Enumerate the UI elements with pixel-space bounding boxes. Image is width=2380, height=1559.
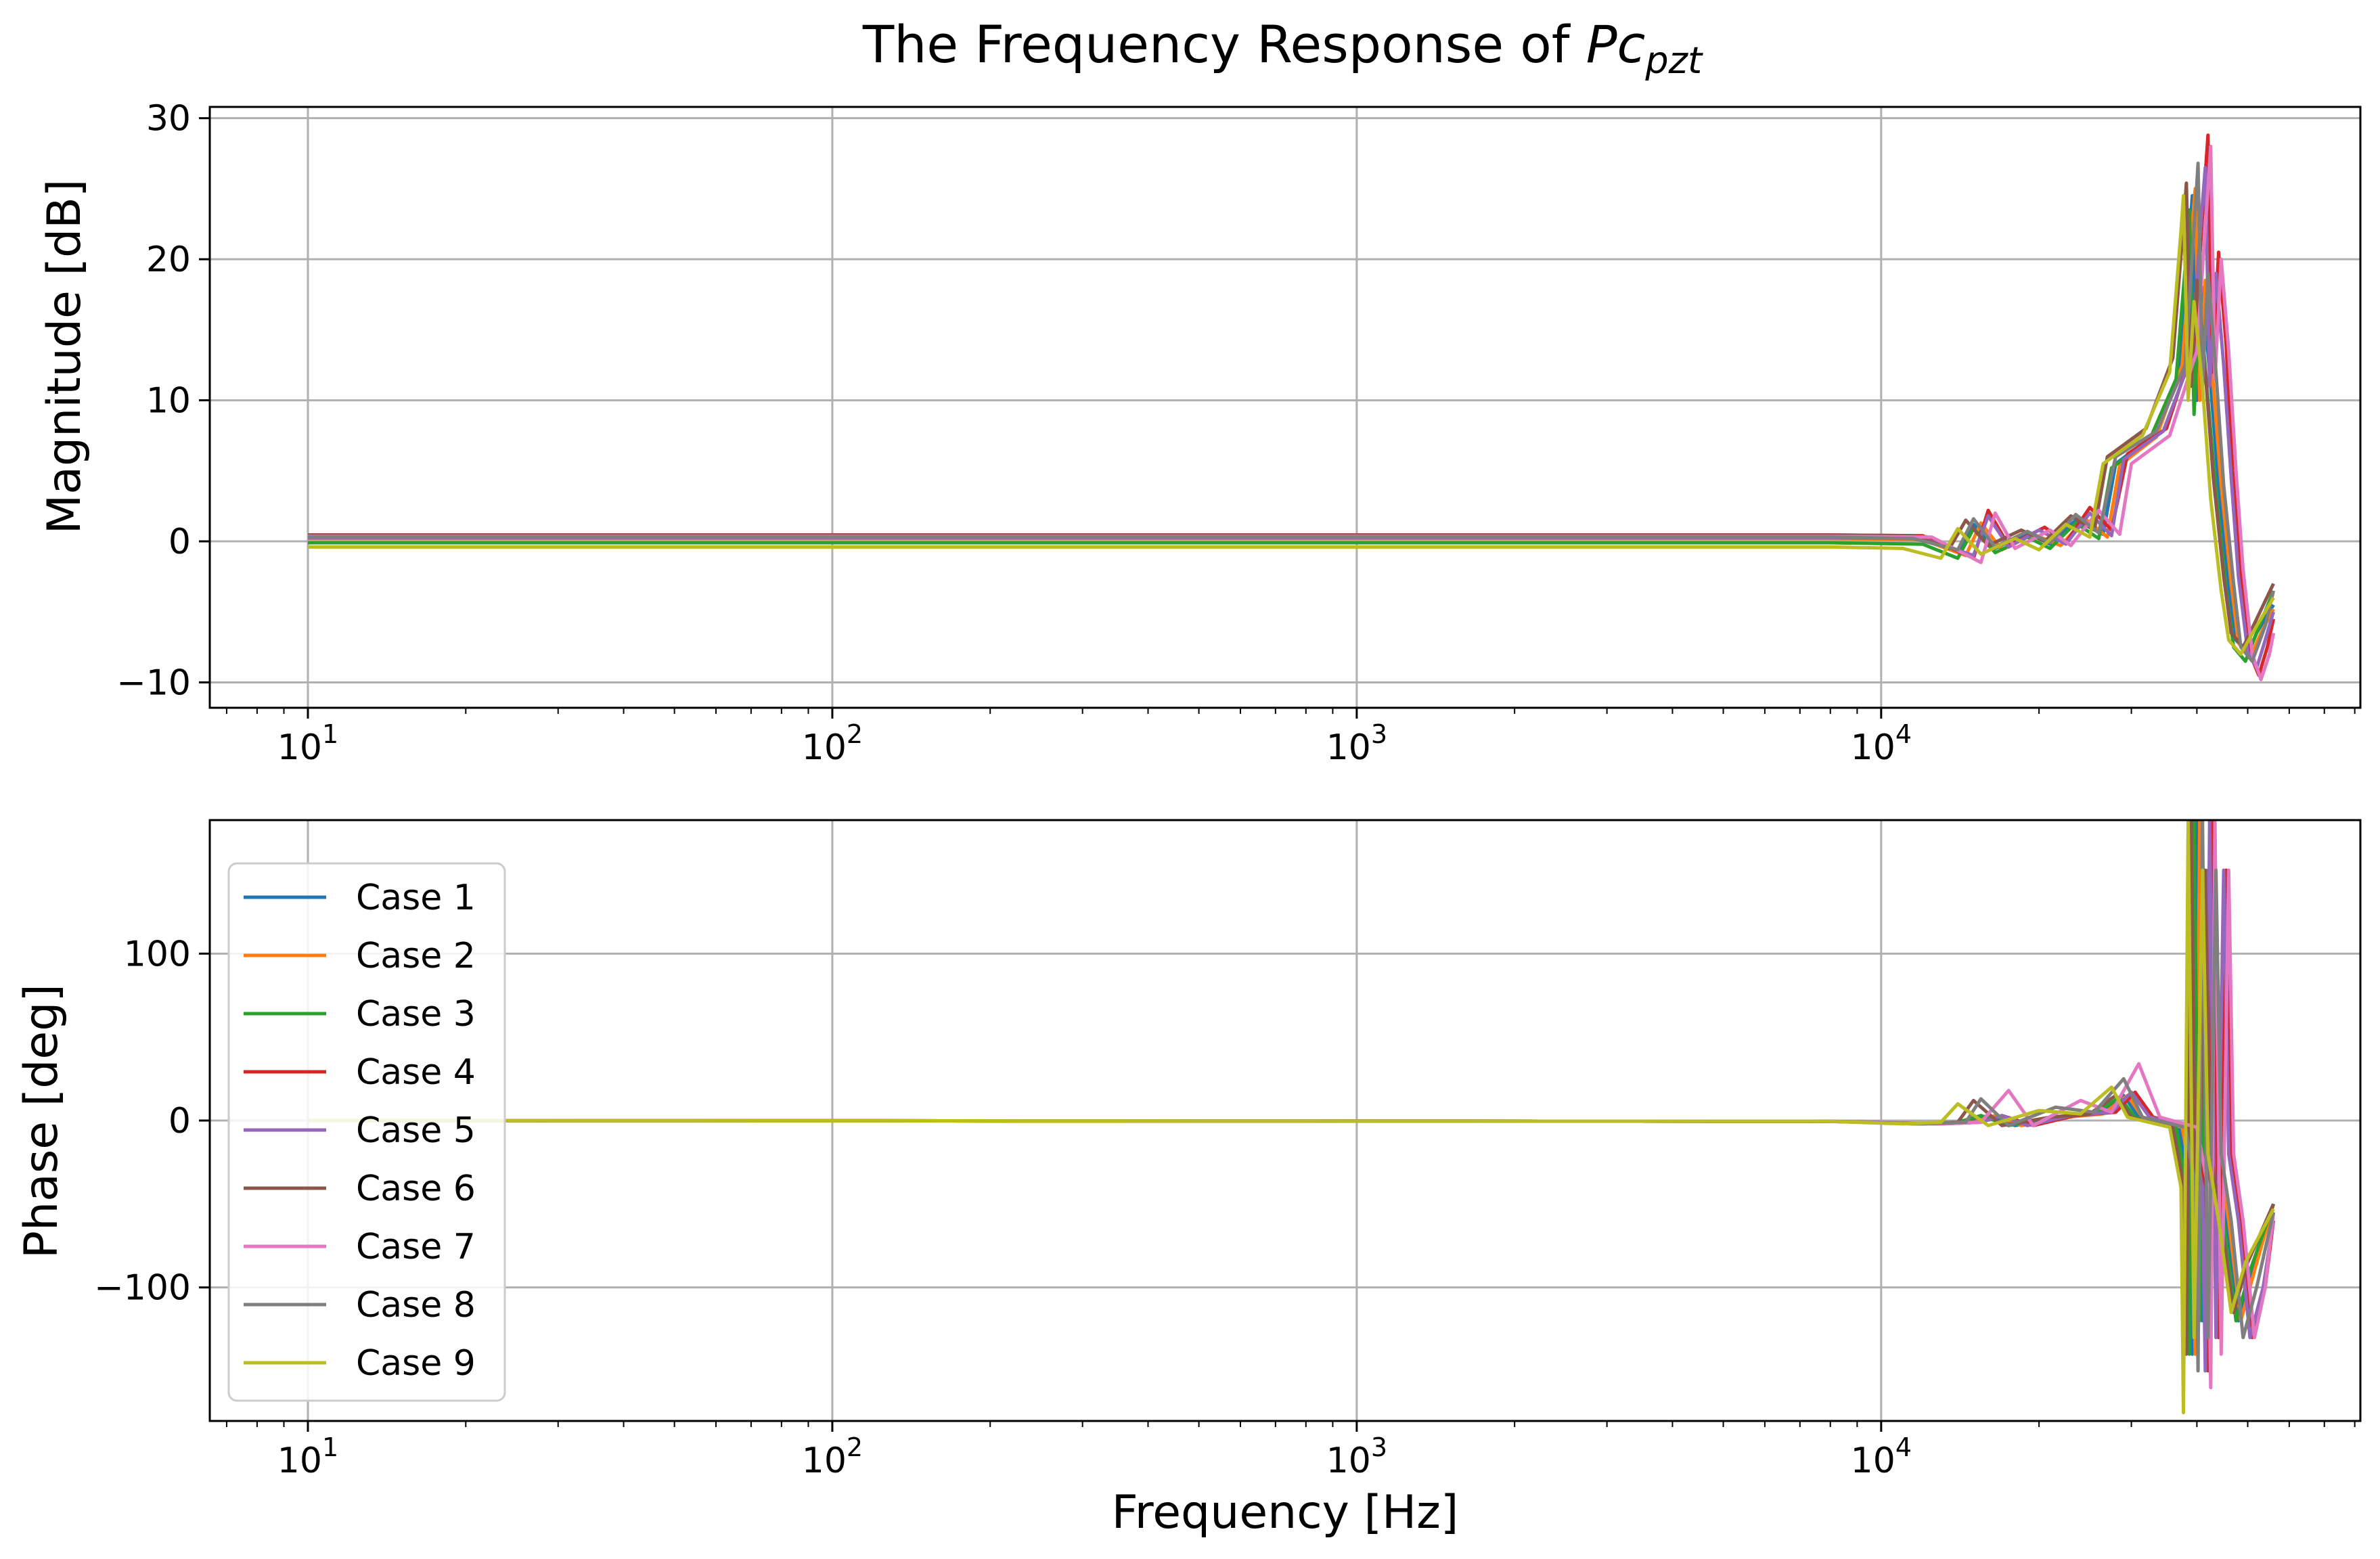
x-tick-label: 103 [1326,1432,1387,1481]
y-tick-label: 0 [169,522,191,562]
x-tick-label: 104 [1851,1432,1912,1481]
x-axis-label: Frequency [Hz] [1112,1486,1459,1539]
magnitude-axes-frame [208,106,2362,709]
magnitude-panel: 101 102 103 104 −10 0 10 20 30 [116,99,2362,768]
series-line-phase-case-1 [307,820,2275,1356]
chart-title-math-sub: pzt [1644,39,1703,82]
series-line-magnitude-case-8 [308,161,2276,663]
series-line-phase-case-6 [307,820,2275,1356]
legend-label: Case 9 [356,1343,476,1384]
series-line-phase-case-2 [307,820,2276,1356]
legend-label: Case 3 [356,994,476,1035]
series-line-magnitude-case-7 [308,144,2276,681]
legend-label: Case 5 [356,1110,476,1151]
x-tick-label: 103 [1326,719,1387,768]
legend-label: Case 4 [356,1052,476,1093]
y-tick-label: −10 [116,662,191,703]
legend: Case 1 Case 2 Case 3 Case 4 Case 5 Case 6 Case… [227,862,506,1402]
x-tick-label: 102 [802,719,863,768]
x-tick-label: 102 [802,1432,863,1481]
series-line-magnitude-case-9 [308,194,2275,656]
y-tick-label: 0 [169,1101,191,1142]
chart-title-text: The Frequency Response of [862,14,1586,74]
legend-label: Case 7 [356,1227,476,1267]
chart-title-math: Pc [1586,14,1646,74]
series-line-magnitude-case-3 [308,208,2275,663]
legend-label: Case 8 [356,1285,476,1326]
series-line-magnitude-case-5 [308,166,2275,671]
x-tick-label: 104 [1851,719,1912,768]
y-tick-label: 10 [146,381,191,422]
phase-panel: 101 102 103 104 −100 0 100 [94,819,2362,1481]
phase-y-axis-label: Phase [deg] [15,984,68,1259]
y-tick-label: 30 [146,99,191,139]
legend-label: Case 1 [356,878,476,918]
chart-title: The Frequency Response of Pcpzt [862,14,1703,82]
legend-box [227,862,506,1402]
y-tick-label: −100 [94,1268,191,1309]
series-line-magnitude-case-1 [308,194,2275,656]
series-line-magnitude-case-6 [308,181,2275,649]
series-line-magnitude-case-4 [308,133,2276,677]
y-tick-label: 20 [146,240,191,280]
legend-label: Case 6 [356,1169,476,1209]
series-line-phase-case-3 [307,820,2275,1356]
y-tick-label: 100 [124,934,191,974]
legend-label: Case 2 [356,936,476,976]
magnitude-y-axis-label: Magnitude [dB] [38,179,91,535]
series-line-phase-case-9 [307,820,2275,1415]
phase-axes-frame [208,819,2362,1422]
x-tick-label: 101 [277,1432,338,1481]
x-tick-label: 101 [277,719,338,768]
